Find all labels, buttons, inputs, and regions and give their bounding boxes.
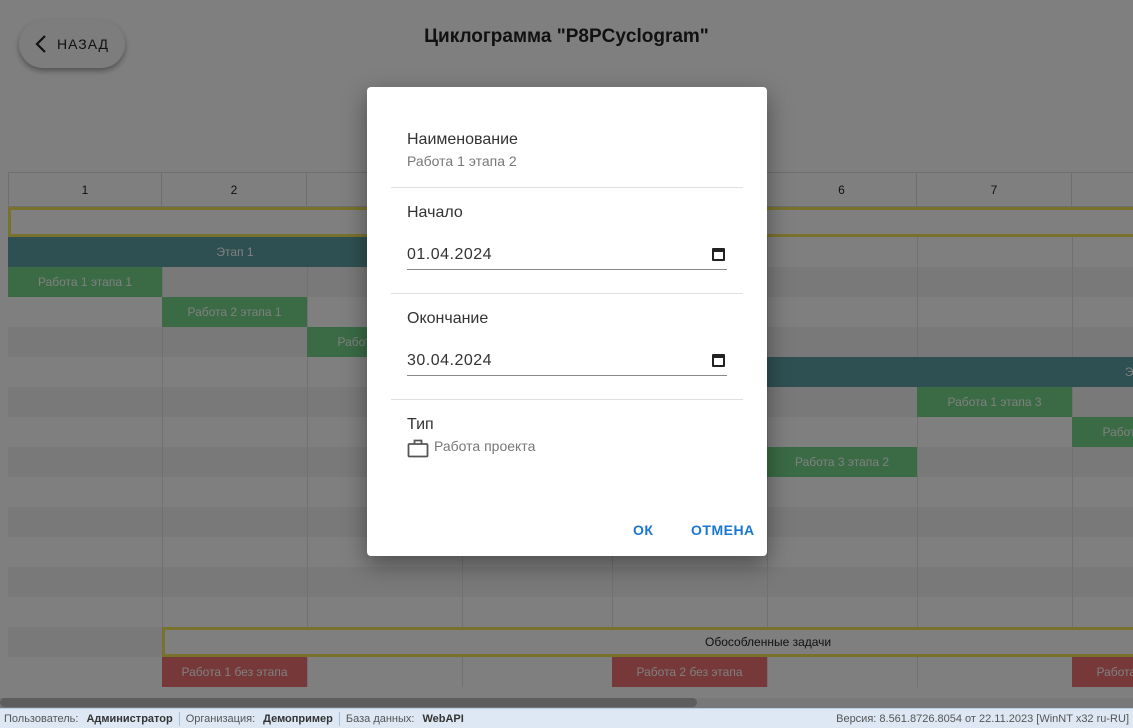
- name-label: Наименование: [407, 131, 518, 148]
- type-field: Тип Работа проекта: [407, 416, 535, 458]
- version-info: Версия: 8.561.8726.8054 от 22.11.2023 [W…: [836, 712, 1129, 725]
- ok-button[interactable]: ОК: [633, 522, 654, 538]
- start-date-value: 01.04.2024: [407, 245, 493, 263]
- org-label: Организация:: [185, 712, 256, 725]
- calendar-icon[interactable]: [712, 354, 725, 367]
- start-label: Начало: [407, 204, 463, 221]
- calendar-icon[interactable]: [712, 248, 725, 261]
- briefcase-icon: [407, 439, 429, 458]
- user-label: Пользователь:: [4, 712, 79, 725]
- task-dialog: Наименование Работа 1 этапа 2 Начало 01.…: [367, 87, 767, 556]
- db-value: WebAPI: [422, 712, 464, 725]
- cancel-button[interactable]: ОТМЕНА: [691, 522, 755, 538]
- end-date-input[interactable]: 30.04.2024: [407, 346, 727, 376]
- status-bar: Пользователь: Администратор Организация: Д…: [0, 708, 1133, 728]
- end-label: Окончание: [407, 310, 489, 327]
- user-value: Администратор: [86, 712, 173, 725]
- end-date-value: 30.04.2024: [407, 351, 493, 369]
- db-label: База данных:: [345, 712, 415, 725]
- start-date-input[interactable]: 01.04.2024: [407, 240, 727, 270]
- name-value: Работа 1 этапа 2: [407, 153, 517, 169]
- type-label: Тип: [407, 416, 434, 433]
- type-value: Работа проекта: [434, 438, 536, 454]
- org-value: Демопример: [263, 712, 333, 725]
- name-field: Наименование Работа 1 этапа 2: [407, 131, 518, 169]
